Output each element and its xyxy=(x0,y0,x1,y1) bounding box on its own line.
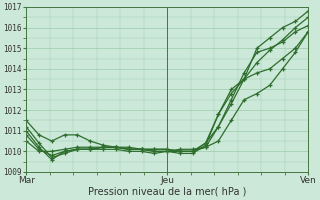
X-axis label: Pression niveau de la mer( hPa ): Pression niveau de la mer( hPa ) xyxy=(88,187,246,197)
